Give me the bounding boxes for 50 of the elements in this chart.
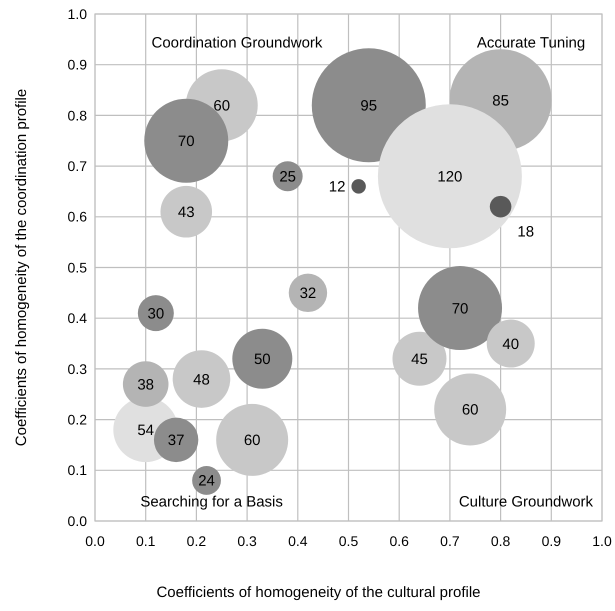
annotation: 30 bbox=[147, 305, 164, 322]
annotation: 32 bbox=[300, 285, 316, 302]
x-tick-label: 0.1 bbox=[136, 532, 156, 549]
x-tick-label: 0.7 bbox=[440, 532, 460, 549]
y-tick-label: 0.0 bbox=[68, 512, 88, 529]
y-axis-title: Coefficients of homogeneity of the coordination profile bbox=[13, 88, 30, 446]
annotation: 120 bbox=[437, 168, 462, 186]
x-tick-label: 0.3 bbox=[237, 532, 258, 549]
x-tick-label: 0.2 bbox=[186, 532, 206, 549]
annotation: Searching for a Basis bbox=[140, 493, 283, 510]
annotation: 60 bbox=[244, 432, 261, 450]
y-tick-label: 0.3 bbox=[68, 360, 88, 377]
y-tick-label: 0.6 bbox=[68, 208, 88, 225]
annotation: 60 bbox=[462, 402, 479, 419]
y-tick-label: 0.2 bbox=[68, 412, 88, 428]
annotation: 50 bbox=[254, 351, 271, 368]
annotation: Accurate Tuning bbox=[476, 34, 586, 52]
annotation: 95 bbox=[360, 98, 378, 115]
y-tick-label: 0.1 bbox=[68, 462, 88, 478]
annotation: 38 bbox=[137, 376, 154, 394]
x-axis-title: Coefficients of homogeneity of the cultural profile bbox=[156, 584, 481, 601]
x-tick-label: 0.6 bbox=[389, 532, 410, 549]
x-tick-label: 0.0 bbox=[85, 532, 105, 549]
x-tick-label: 0.4 bbox=[288, 532, 308, 549]
annotation: 54 bbox=[137, 422, 154, 439]
y-tick-label: 0.7 bbox=[68, 158, 88, 174]
y-tick-label: 0.4 bbox=[68, 310, 88, 326]
x-tick-label: 0.5 bbox=[338, 532, 358, 549]
annotation: Culture Groundwork bbox=[458, 493, 594, 510]
annotation: 70 bbox=[452, 300, 468, 318]
annotation: 24 bbox=[198, 472, 215, 490]
y-tick-label: 0.8 bbox=[68, 107, 88, 124]
y-tick-label: 0.5 bbox=[68, 259, 88, 276]
annotation: 85 bbox=[492, 92, 509, 110]
x-tick-label: 0.9 bbox=[542, 532, 562, 549]
annotation: 40 bbox=[502, 336, 520, 353]
annotation: 70 bbox=[178, 133, 195, 150]
annotation: 48 bbox=[193, 371, 210, 388]
annotation: 18 bbox=[517, 224, 534, 241]
annotation: 43 bbox=[178, 204, 195, 221]
annotation: 60 bbox=[213, 98, 230, 115]
annotation: 37 bbox=[168, 432, 184, 450]
annotation: 12 bbox=[328, 178, 346, 196]
annotation: 25 bbox=[279, 168, 296, 186]
y-tick-label: 1.0 bbox=[68, 6, 88, 22]
y-tick-label: 0.9 bbox=[68, 56, 88, 73]
x-tick-label: 0.8 bbox=[490, 532, 511, 549]
annotation: Coordination Groundwork bbox=[151, 34, 323, 52]
x-tick-label: 1.0 bbox=[592, 532, 612, 549]
annotation: 45 bbox=[411, 351, 428, 368]
